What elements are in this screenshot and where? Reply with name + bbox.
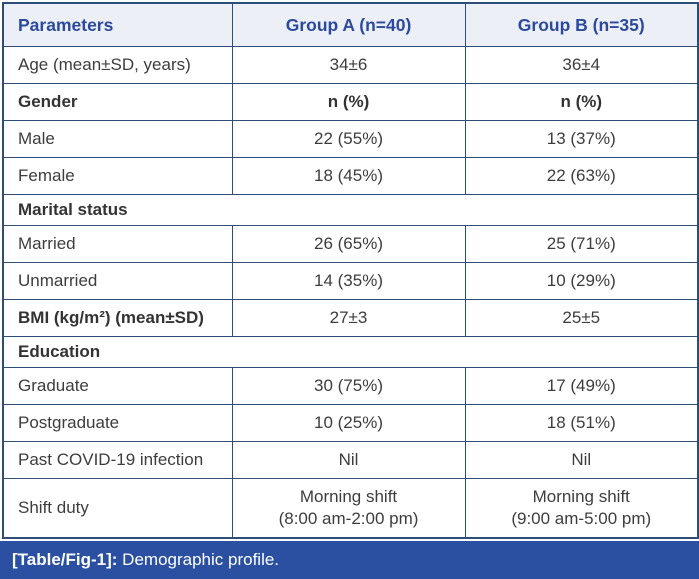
- row-value-cell: 25±5: [464, 299, 699, 337]
- row-value-cell: Morning shift (8:00 am-2:00 pm): [231, 478, 466, 539]
- row-value-cell: 18 (45%): [231, 157, 466, 195]
- section-row: Education: [2, 336, 699, 368]
- section-label: Education: [2, 336, 699, 368]
- column-header-group-b: Group B (n=35): [464, 2, 699, 47]
- row-value-cell: 10 (29%): [464, 262, 699, 300]
- section-label: Marital status: [2, 194, 699, 226]
- row-value-cell: 34±6: [231, 46, 466, 84]
- table-row: Gender n (%) n (%): [2, 83, 699, 121]
- row-label-cell: Age (mean±SD, years): [2, 46, 233, 84]
- row-value-cell: Nil: [464, 441, 699, 479]
- table-caption: [Table/Fig-1]: Demographic profile.: [0, 541, 699, 579]
- row-value-cell: 22 (55%): [231, 120, 466, 158]
- table-row: Past COVID-19 infection Nil Nil: [2, 441, 699, 479]
- row-label-cell: Married: [2, 225, 233, 263]
- row-value-cell: 13 (37%): [464, 120, 699, 158]
- column-header-group-a: Group A (n=40): [231, 2, 466, 47]
- row-value-cell: 10 (25%): [231, 404, 466, 442]
- row-label-cell: Unmarried: [2, 262, 233, 300]
- row-value-cell: 26 (65%): [231, 225, 466, 263]
- caption-text: Demographic profile.: [117, 550, 280, 569]
- table-row: BMI (kg/m²) (mean±SD) 27±3 25±5: [2, 299, 699, 337]
- row-label-cell: BMI (kg/m²) (mean±SD): [2, 299, 233, 337]
- row-value-cell: 14 (35%): [231, 262, 466, 300]
- table-row: Graduate 30 (75%) 17 (49%): [2, 367, 699, 405]
- row-label-cell: Gender: [2, 83, 233, 121]
- row-value-cell: 17 (49%): [464, 367, 699, 405]
- row-value-cell: 18 (51%): [464, 404, 699, 442]
- row-value-cell: 27±3: [231, 299, 466, 337]
- table-row: Unmarried 14 (35%) 10 (29%): [2, 262, 699, 300]
- row-value-cell: n (%): [464, 83, 699, 121]
- row-label-cell: Past COVID-19 infection: [2, 441, 233, 479]
- row-value-cell: 30 (75%): [231, 367, 466, 405]
- row-label-cell: Postgraduate: [2, 404, 233, 442]
- row-value-cell: Morning shift (9:00 am-5:00 pm): [464, 478, 699, 539]
- table-row: Shift duty Morning shift (8:00 am-2:00 pm…: [2, 478, 699, 539]
- table-row: Married 26 (65%) 25 (71%): [2, 225, 699, 263]
- caption-tag: [Table/Fig-1]:: [12, 550, 118, 569]
- row-value-cell: Nil: [231, 441, 466, 479]
- row-value-cell: n (%): [231, 83, 466, 121]
- row-label-cell: Female: [2, 157, 233, 195]
- demographic-table: Parameters Group A (n=40) Group B (n=35)…: [2, 2, 699, 539]
- table-row: Male 22 (55%) 13 (37%): [2, 120, 699, 158]
- table-row: Postgraduate 10 (25%) 18 (51%): [2, 404, 699, 442]
- table-row: Female 18 (45%) 22 (63%): [2, 157, 699, 195]
- table-row: Age (mean±SD, years) 34±6 36±4: [2, 46, 699, 84]
- table-body: Age (mean±SD, years) 34±6 36±4 Gender n (%) n…: [2, 46, 699, 539]
- header-row: Parameters Group A (n=40) Group B (n=35): [2, 2, 699, 47]
- row-label-cell: Graduate: [2, 367, 233, 405]
- table-header: Parameters Group A (n=40) Group B (n=35): [2, 2, 699, 47]
- section-row: Marital status: [2, 194, 699, 226]
- row-label-cell: Male: [2, 120, 233, 158]
- column-header-parameters: Parameters: [2, 2, 233, 47]
- row-value-cell: 36±4: [464, 46, 699, 84]
- row-label-cell: Shift duty: [2, 478, 233, 539]
- row-value-cell: 25 (71%): [464, 225, 699, 263]
- row-value-cell: 22 (63%): [464, 157, 699, 195]
